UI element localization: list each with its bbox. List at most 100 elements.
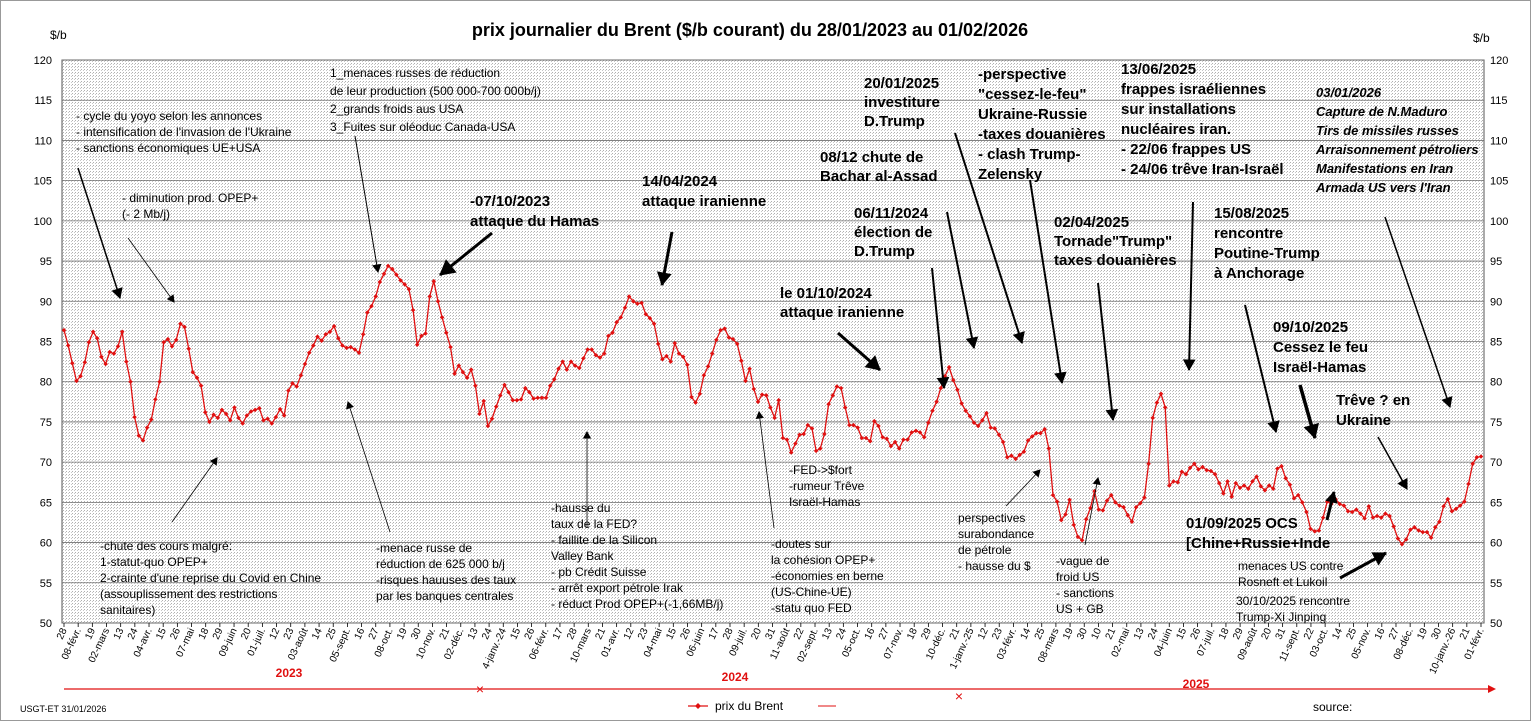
data-point xyxy=(859,435,865,441)
data-point xyxy=(631,299,636,304)
data-point xyxy=(427,294,432,299)
y-label-left: $/b xyxy=(50,28,67,42)
data-point xyxy=(1291,496,1297,501)
x-tick-label: 17 xyxy=(707,626,722,641)
y-tick-label: 60 xyxy=(40,538,52,550)
x-tick-label: 16 xyxy=(353,626,368,641)
annotation-line: taux de la FED? xyxy=(551,517,637,531)
x-tick-label: 18 xyxy=(905,626,920,641)
y-tick-label: 80 xyxy=(40,377,52,389)
arrow-head xyxy=(166,294,175,303)
data-point xyxy=(842,405,848,410)
annotation-line: "cessez-le-feu" xyxy=(978,86,1086,103)
annotation-line: 3_Fuites sur oléoduc Canada-USA xyxy=(330,120,515,134)
data-point xyxy=(643,311,649,317)
data-point xyxy=(701,373,707,378)
annotation-line: -07/10/2023 xyxy=(470,193,550,210)
data-point xyxy=(452,371,457,376)
data-point xyxy=(1192,461,1197,467)
annotation-line: - sanctions xyxy=(1056,586,1114,600)
arrow-head xyxy=(1105,408,1119,422)
annotation-a24: 01/09/2025 OCS [Chine+Russie+Inde xyxy=(1186,515,1330,552)
data-point xyxy=(248,409,254,414)
annotation-line: par les banques centrales xyxy=(376,589,513,603)
data-point xyxy=(1183,471,1189,477)
data-point xyxy=(252,407,258,413)
data-point xyxy=(1262,488,1268,493)
data-point xyxy=(1379,515,1384,520)
annotation-line: Tirs de missiles russes xyxy=(1316,123,1459,138)
annotation-a8: 06/11/2024 élection de D.Trump xyxy=(854,205,932,260)
data-point xyxy=(867,438,873,444)
x-tick-label: 29 xyxy=(1231,626,1246,641)
data-point xyxy=(377,279,383,285)
data-point xyxy=(847,422,852,428)
y-tick-label: 105 xyxy=(1490,176,1508,188)
x-tick-label: 10 xyxy=(1089,626,1104,641)
data-point xyxy=(1478,454,1484,459)
data-point xyxy=(1424,529,1430,535)
arrow-head xyxy=(1397,477,1408,490)
data-point xyxy=(797,432,802,438)
annotation-line: -statu quo FED xyxy=(771,601,852,615)
arrow-head xyxy=(372,263,382,274)
data-point xyxy=(119,329,125,335)
data-point xyxy=(1179,469,1185,475)
x-tick-label: 23 xyxy=(990,626,1005,641)
annotation-a12: 02/04/2025 Tornade"Trump" taxes douanières xyxy=(1054,214,1177,269)
data-point xyxy=(564,367,570,372)
x-tick-label: 28 xyxy=(565,626,580,641)
x-tick-label: 21 xyxy=(1458,626,1473,641)
data-point xyxy=(830,393,836,398)
data-point xyxy=(751,386,757,392)
data-point xyxy=(1466,481,1471,487)
arrow-head xyxy=(1092,476,1101,486)
data-point xyxy=(1212,471,1218,477)
data-point xyxy=(722,326,727,331)
data-point xyxy=(360,332,366,337)
annotation-line: réduction de 625 000 b/j xyxy=(376,557,505,571)
year-label-2023: 2023 xyxy=(276,666,303,680)
data-point xyxy=(448,344,453,350)
legend-label: prix du Brent xyxy=(715,699,784,713)
annotation-a16: Trêve ? en Ukraine xyxy=(1336,392,1410,429)
data-point xyxy=(94,336,100,341)
data-point xyxy=(269,421,275,426)
data-point xyxy=(1162,405,1168,410)
arrow-line xyxy=(1097,282,1114,421)
arrow-line xyxy=(1029,179,1063,384)
data-point xyxy=(709,351,715,356)
data-point xyxy=(1287,482,1293,487)
data-point xyxy=(340,343,345,348)
x-tick-label: 23 xyxy=(636,626,651,641)
data-point xyxy=(589,347,594,352)
annotation-line: 08/12 chute de xyxy=(820,149,923,166)
data-point xyxy=(70,360,75,366)
annotation-line: 03/01/2026 xyxy=(1316,85,1382,100)
x-tick-label: 21 xyxy=(948,626,963,641)
data-point xyxy=(1254,474,1259,479)
data-point xyxy=(435,299,441,304)
annotation-line: 09/10/2025 xyxy=(1273,319,1348,336)
data-point xyxy=(369,303,374,309)
x-tick-label: 24 xyxy=(834,626,849,641)
annotation-a19: -hausse du taux de la FED? - faillite de l… xyxy=(551,501,723,611)
data-point xyxy=(99,354,104,360)
data-point xyxy=(851,422,856,428)
x-tick-label: 14 xyxy=(1019,626,1034,641)
annotation-line: 01/09/2025 OCS xyxy=(1186,515,1298,532)
annotation-line: Tornade"Trump" xyxy=(1054,233,1172,250)
annotation-line: -vague de xyxy=(1056,554,1110,568)
y-tick-label: 100 xyxy=(34,216,52,228)
data-point xyxy=(896,446,902,451)
annotation-a6: 20/01/2025 investiture D.Trump xyxy=(864,75,940,130)
data-point xyxy=(1187,465,1193,471)
data-point xyxy=(975,423,981,429)
annotation-line: (- 2 Mb/j) xyxy=(122,207,170,221)
data-point xyxy=(568,359,574,364)
arrow-head xyxy=(1267,420,1280,434)
data-point xyxy=(510,397,516,403)
annotation-a7: 08/12 chute de Bachar al-Assad xyxy=(820,149,938,185)
annotation-a17: -chute des cours malgré: 1-statut-quo OPE… xyxy=(100,539,321,617)
data-point xyxy=(481,398,486,404)
